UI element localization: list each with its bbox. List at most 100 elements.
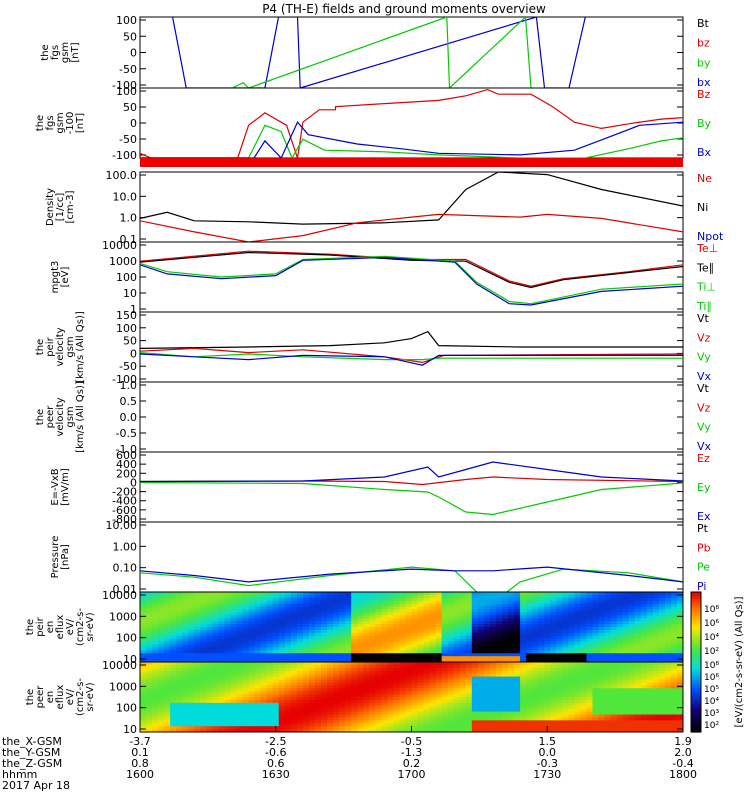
legend-entry: Te⊥: [696, 242, 718, 255]
ytick-label: 100: [116, 632, 137, 645]
ylabel-line: peer: [45, 405, 56, 429]
panel-peer_flux: 10000 1000 100 10 the peer en eflux eV/(cm2-s-sr…: [25, 659, 684, 736]
ytick-label: 200: [116, 467, 137, 480]
ytick-label: 10.0: [113, 190, 138, 203]
panel-pressure: 10.00 1.00 0.10 0.01 Pressure [nPa] Pt Pb Pe Pi: [50, 519, 711, 596]
ytick-label: 150: [116, 309, 137, 322]
ytick-label: -400: [112, 495, 137, 508]
panel-vel2: 1.0 0.5 0.0 -0.5 -1.0 the peer velocity gsm [km/s…: [35, 379, 712, 456]
xaxis-value: -0.4: [672, 757, 693, 770]
ylabel-line: Pressure: [50, 536, 61, 579]
ylabel-line: sr-eV): [85, 612, 96, 641]
ytick-label: 0: [130, 347, 137, 360]
xaxis-value: -3.7: [129, 735, 150, 748]
ylabel-line: [eV]: [60, 267, 71, 288]
xaxis-value: -0.5: [401, 735, 422, 748]
xaxis-value: 0.0: [539, 746, 557, 759]
ylabel-line: -100: [65, 112, 76, 135]
ytick-label: 0: [130, 47, 137, 60]
panel-peir_flux: 10000 1000 100 10 the peir en eflux eV/(cm2-s-sr…: [25, 589, 684, 666]
legend-entry: Bt: [697, 17, 710, 30]
series-Ez: [140, 476, 683, 486]
series-Te⊥: [140, 250, 683, 287]
colorbar: [eV/(cm2-s-sr-eV) (All Qs)] 10⁸ 10⁶ 10⁴ 10² 1…: [690, 591, 745, 733]
ylabel-line: sr-eV): [85, 682, 96, 711]
colorbar-tick: 10⁴: [704, 697, 719, 707]
xaxis-value: 0.6: [267, 757, 285, 770]
ylabel-line: gsm: [65, 406, 76, 427]
ylabel-line: the: [40, 44, 51, 60]
colorbar-tick: 10³: [704, 709, 719, 719]
series-Ex: [140, 461, 683, 483]
legend-entry: Npot: [697, 230, 724, 243]
ytick-label: -50: [119, 133, 137, 146]
ytick-label: -50: [119, 63, 137, 76]
xaxis-value: -0.3: [537, 757, 558, 770]
legend-entry: Vz: [697, 331, 711, 344]
ytick-label: 1000: [109, 680, 137, 693]
ytick-label: 1.00: [113, 540, 138, 553]
ylabel-efield: E=-VxB [mV/m]: [50, 468, 71, 506]
series-Vx: [140, 353, 683, 366]
ytick-label: 10: [123, 723, 137, 736]
ytick-label: 10: [123, 287, 137, 300]
ylabel-line: the: [35, 409, 46, 425]
series-Bz: [140, 88, 683, 158]
legend-entry: Ti⊥: [696, 281, 716, 294]
figure-title: P4 (TH-E) fields and ground moments over…: [262, 2, 546, 16]
ylabel-line: the: [25, 619, 36, 635]
ytick-label: 100: [116, 271, 137, 284]
series-bx: [172, 17, 586, 88]
ylabel-line: fgs: [50, 45, 61, 60]
legend-entry: Ne: [697, 172, 712, 185]
legend-entry: bz: [697, 37, 710, 50]
ytick-label: 400: [116, 458, 137, 471]
ylabel-line: [km/s (All Qs)]: [75, 311, 86, 383]
series-by: [232, 17, 532, 88]
ytick-label: 10: [123, 653, 137, 666]
series-Bx: [140, 121, 683, 158]
colorbar-tick: 10²: [704, 647, 719, 657]
legend-entry: Ez: [697, 452, 710, 465]
legend-entry: Ti∥: [696, 300, 712, 313]
ylabel-line: [nPa]: [60, 544, 71, 570]
ytick-label: 1000: [109, 610, 137, 623]
ylabel-line: (cm2-s-: [75, 678, 86, 716]
ylabel-line: [cm-3]: [65, 190, 76, 223]
ylabel-line: [mV/m]: [60, 468, 71, 506]
xaxis-row-label: 2017 Apr 18: [2, 779, 70, 792]
series-Pi: [140, 566, 683, 583]
series-Ti⊥: [140, 256, 683, 306]
xaxis-value: 1730: [533, 768, 561, 781]
xaxis-value: 1800: [669, 768, 697, 781]
series-Ne: [140, 213, 683, 242]
legend-entry: Bz: [697, 88, 711, 101]
ytick-label: 0.0: [120, 411, 138, 424]
panel-temp: 10000 1000 100 10 1 mpgt3 [eV] Te⊥ Te∥ Ti⊥ Ti∥: [50, 239, 718, 316]
ytick-label: 10000: [102, 659, 137, 672]
legend-entry: bx: [697, 76, 711, 89]
ytick-label: 10000: [102, 589, 137, 602]
ytick-label: -800: [112, 513, 137, 526]
ytick-label: 100: [116, 14, 137, 27]
ytick-label: 1.0: [120, 212, 138, 225]
ytick-label: -0.5: [116, 427, 137, 440]
colorbar-tick: 10⁵: [704, 685, 719, 695]
ylabel-line: (cm2-s-: [75, 608, 86, 646]
ylabel-line: en: [45, 691, 56, 704]
legend-entry: Pi: [697, 580, 706, 593]
ylabel-line: E=-VxB: [50, 468, 61, 505]
ytick-label: 100: [116, 322, 137, 335]
ylabel-line: [nT]: [75, 113, 86, 133]
xaxis-value: 0.2: [403, 757, 421, 770]
series-Vt: [140, 330, 683, 349]
ylabel-line: eV/: [65, 618, 76, 635]
ylabel-peir_flux: the peir en eflux eV/(cm2-s-sr-eV): [25, 608, 96, 646]
xaxis-value: 0.1: [131, 746, 149, 759]
ylabel-density: Density [1/cc] [cm-3]: [45, 188, 76, 226]
xaxis-value: 0.8: [131, 757, 149, 770]
